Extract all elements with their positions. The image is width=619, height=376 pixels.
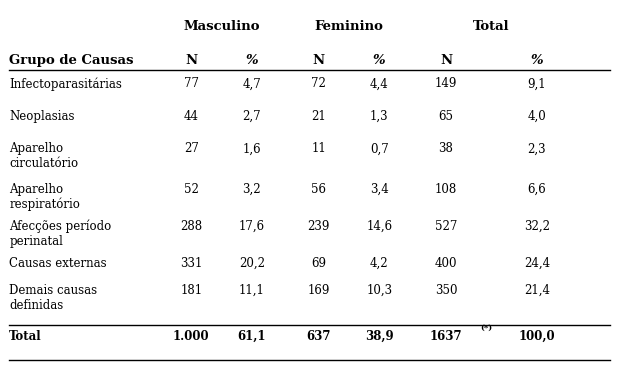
Text: Aparelho
circulatório: Aparelho circulatório [9, 142, 79, 170]
Text: %: % [246, 53, 258, 67]
Text: 72: 72 [311, 77, 326, 91]
Text: 20,2: 20,2 [239, 256, 265, 270]
Text: %: % [530, 53, 543, 67]
Text: 4,2: 4,2 [370, 256, 389, 270]
Text: 4,7: 4,7 [243, 77, 261, 91]
Text: 4,0: 4,0 [527, 110, 547, 123]
Text: 17,6: 17,6 [239, 220, 265, 233]
Text: 1,6: 1,6 [243, 142, 261, 155]
Text: 239: 239 [308, 220, 330, 233]
Text: 2,3: 2,3 [527, 142, 547, 155]
Text: 11,1: 11,1 [239, 284, 265, 297]
Text: Afecções período
perinatal: Afecções período perinatal [9, 220, 111, 248]
Text: 400: 400 [435, 256, 457, 270]
Text: 3,2: 3,2 [243, 183, 261, 196]
Text: 1.000: 1.000 [173, 330, 209, 343]
Text: Total: Total [9, 330, 42, 343]
Text: Neoplasias: Neoplasias [9, 110, 75, 123]
Text: %: % [373, 53, 386, 67]
Text: 10,3: 10,3 [366, 284, 392, 297]
Text: 181: 181 [180, 284, 202, 297]
Text: 27: 27 [184, 142, 199, 155]
Text: 38: 38 [438, 142, 454, 155]
Text: N: N [440, 53, 452, 67]
Text: 2,7: 2,7 [243, 110, 261, 123]
Text: 14,6: 14,6 [366, 220, 392, 233]
Text: 56: 56 [311, 183, 326, 196]
Text: Causas externas: Causas externas [9, 256, 107, 270]
Text: 288: 288 [180, 220, 202, 233]
Text: 9,1: 9,1 [527, 77, 547, 91]
Text: 350: 350 [435, 284, 457, 297]
Text: Feminino: Feminino [314, 20, 383, 33]
Text: 169: 169 [308, 284, 330, 297]
Text: 21: 21 [311, 110, 326, 123]
Text: 77: 77 [184, 77, 199, 91]
Text: 6,6: 6,6 [527, 183, 547, 196]
Text: 61,1: 61,1 [238, 330, 266, 343]
Text: Total: Total [473, 20, 510, 33]
Text: 65: 65 [438, 110, 454, 123]
Text: 0,7: 0,7 [370, 142, 389, 155]
Text: Grupo de Causas: Grupo de Causas [9, 53, 134, 67]
Text: 100,0: 100,0 [519, 330, 555, 343]
Text: N: N [185, 53, 197, 67]
Text: Masculino: Masculino [183, 20, 260, 33]
Text: 1637: 1637 [430, 330, 462, 343]
Text: 108: 108 [435, 183, 457, 196]
Text: 3,4: 3,4 [370, 183, 389, 196]
Text: Aparelho
respiratório: Aparelho respiratório [9, 183, 80, 211]
Text: 527: 527 [435, 220, 457, 233]
Text: 38,9: 38,9 [365, 330, 394, 343]
Text: Demais causas
definidas: Demais causas definidas [9, 284, 97, 312]
Text: N: N [313, 53, 324, 67]
Text: 4,4: 4,4 [370, 77, 389, 91]
Text: (*): (*) [480, 324, 493, 332]
Text: Infectoparasitárias: Infectoparasitárias [9, 77, 122, 91]
Text: 11: 11 [311, 142, 326, 155]
Text: 331: 331 [180, 256, 202, 270]
Text: 1,3: 1,3 [370, 110, 389, 123]
Text: 69: 69 [311, 256, 326, 270]
Text: 32,2: 32,2 [524, 220, 550, 233]
Text: 44: 44 [184, 110, 199, 123]
Text: 149: 149 [435, 77, 457, 91]
Text: 637: 637 [306, 330, 331, 343]
Text: 52: 52 [184, 183, 199, 196]
Text: 21,4: 21,4 [524, 284, 550, 297]
Text: 24,4: 24,4 [524, 256, 550, 270]
